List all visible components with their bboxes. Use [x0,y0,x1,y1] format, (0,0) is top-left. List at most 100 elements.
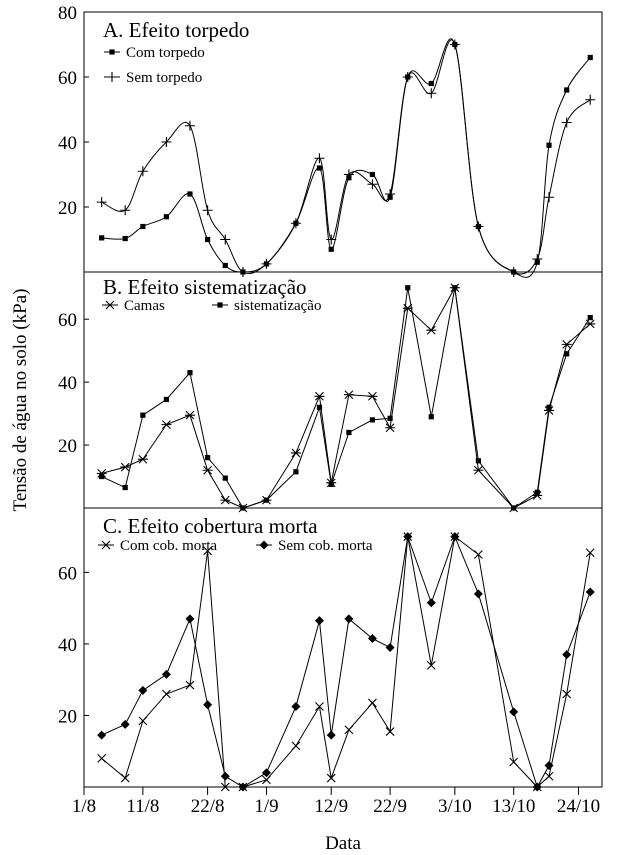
data-point [428,80,434,87]
data-point [187,370,193,376]
data-point [96,197,107,208]
data-point [97,730,107,740]
data-point [205,455,211,461]
data-point [426,598,436,608]
data-point [587,315,593,321]
data-point [291,702,301,712]
data-point [185,614,195,624]
legend-marker [101,540,111,550]
data-point [385,727,395,736]
x-tick-label: 1/8 [72,796,96,817]
data-point [473,589,483,599]
panel-a-title: A. Efeito torpedo [103,18,249,42]
legend-label: Camas [124,298,165,314]
x-tick-label: 12/9 [314,796,348,817]
data-point [326,773,336,783]
legend-marker [259,540,269,550]
data-point [290,448,301,458]
legend-label: Sem cob. morta [278,538,373,554]
data-point [326,730,336,740]
data-point [184,120,195,131]
data-point [587,54,593,61]
data-point [120,719,130,729]
data-point [509,707,519,717]
data-point [220,234,231,245]
data-point [385,189,396,199]
data-point [261,258,272,269]
y-tick-label: 40 [58,373,77,394]
data-point [203,700,213,710]
data-point [403,532,413,542]
data-point [534,489,540,495]
data-point [473,465,484,475]
data-point [344,725,354,735]
data-point [561,117,572,128]
data-point [532,491,543,500]
data-point [452,285,458,291]
data-point [137,454,148,464]
data-point [203,546,213,556]
data-point [315,702,324,711]
y-tick-label: 60 [58,68,77,89]
data-point [120,205,131,216]
data-point [187,191,193,197]
data-point [122,484,128,491]
x-tick-label: 1/9 [254,796,278,817]
data-point [343,169,354,180]
data-point [120,773,130,783]
data-point [163,214,170,220]
data-point [561,339,572,349]
legend-marker [105,300,115,310]
data-point [450,532,460,542]
legend-marker [109,49,115,55]
data-point [544,761,554,771]
data-point [97,753,107,763]
data-point [326,234,337,245]
data-point [585,548,595,558]
data-point [532,782,542,792]
series-line-2 [101,535,591,789]
data-point [205,236,211,243]
data-point [585,587,595,597]
data-point [369,171,376,178]
data-point [546,404,552,410]
legend-label: Sem torpedo [126,70,202,86]
data-point [328,246,334,252]
y-tick-label: 20 [58,706,77,727]
data-point [138,685,148,695]
data-point [238,782,248,792]
data-point [475,458,481,464]
data-point [162,689,171,699]
data-point [184,410,195,420]
y-tick-label: 40 [58,133,77,154]
data-point [138,716,148,726]
data-point [402,72,413,82]
data-point [161,137,172,147]
data-point [222,475,228,481]
y-tick-label: 40 [58,635,77,656]
legend-label: Com torpedo [126,45,205,61]
data-point [316,404,323,410]
x-tick-label: 22/8 [191,796,225,817]
data-point [546,142,552,148]
data-point [293,469,299,475]
data-point [344,614,354,624]
data-point [202,205,213,216]
series-line-2 [101,287,591,509]
data-point [564,87,570,93]
data-point [161,669,171,679]
data-point [122,235,128,242]
data-point [544,192,555,203]
data-point [263,497,270,503]
x-tick-label: 24/10 [557,796,600,817]
data-point [140,223,146,230]
series-line-1 [101,535,591,788]
data-point [202,465,213,475]
data-point [185,680,195,690]
data-point [426,325,437,335]
data-point [562,689,572,699]
data-point [385,643,395,652]
data-point [220,495,231,505]
data-point [346,429,352,436]
